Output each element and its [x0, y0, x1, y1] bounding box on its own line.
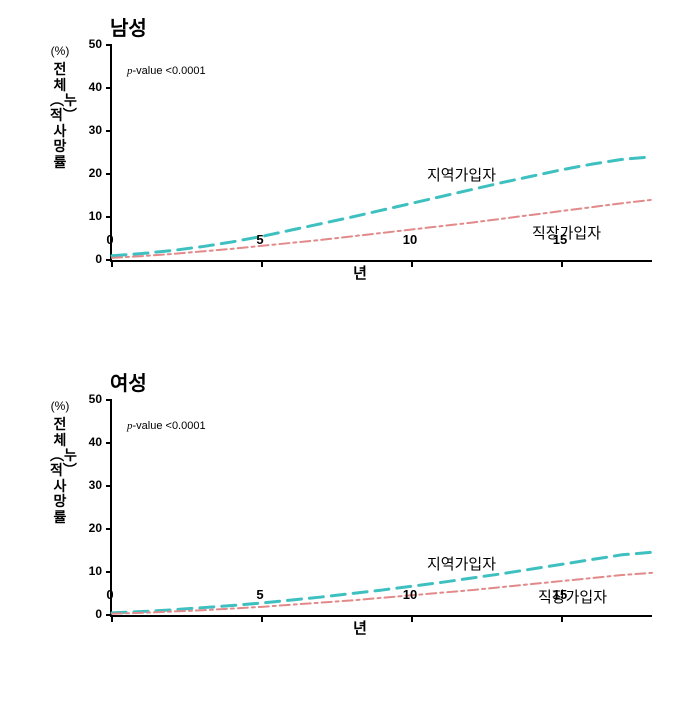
x-tick-label: 10 — [395, 587, 425, 602]
y-axis-label: (%) 전체︵누적︶사망률 — [50, 400, 70, 525]
series-line-regional — [112, 552, 652, 613]
chart-panel-male: 남성 (%) 전체︵누적︶사망률 p-value <0.0001 지역가입자직장… — [50, 10, 670, 320]
x-tick-mark — [411, 260, 413, 267]
chart-svg — [112, 45, 652, 260]
chart-title: 여성 — [110, 367, 147, 396]
x-tick-mark — [111, 260, 113, 267]
x-tick-mark — [561, 615, 563, 622]
x-tick-label: 0 — [95, 587, 125, 602]
x-tick-mark — [411, 615, 413, 622]
y-tick-label: 40 — [72, 80, 102, 94]
y-tick-label: 40 — [72, 435, 102, 449]
y-tick-label: 30 — [72, 123, 102, 137]
plot-area: p-value <0.0001 지역가입자직장가입자 — [110, 45, 652, 262]
chart-title: 남성 — [110, 12, 147, 41]
x-axis-label: 년 — [353, 617, 367, 638]
y-tick-label: 10 — [72, 564, 102, 578]
y-tick-label: 30 — [72, 478, 102, 492]
chart-svg — [112, 400, 652, 615]
x-tick-label: 5 — [245, 587, 275, 602]
y-tick-label: 50 — [72, 392, 102, 406]
y-axis-label: (%) 전체︵누적︶사망률 — [50, 45, 70, 170]
x-tick-mark — [561, 260, 563, 267]
x-tick-mark — [261, 260, 263, 267]
y-tick-label: 50 — [72, 37, 102, 51]
y-tick-label: 0 — [72, 252, 102, 266]
x-tick-label: 5 — [245, 232, 275, 247]
x-tick-label: 15 — [545, 587, 575, 602]
x-tick-mark — [261, 615, 263, 622]
y-tick-label: 20 — [72, 166, 102, 180]
chart-panel-female: 여성 (%) 전체︵누적︶사망률 p-value <0.0001 지역가입자직장… — [50, 365, 670, 675]
y-tick-label: 10 — [72, 209, 102, 223]
y-tick-label: 0 — [72, 607, 102, 621]
x-tick-label: 15 — [545, 232, 575, 247]
x-axis-label: 년 — [353, 262, 367, 283]
x-tick-label: 10 — [395, 232, 425, 247]
series-line-workplace — [112, 200, 652, 258]
plot-area: p-value <0.0001 지역가입자직장가입자 — [110, 400, 652, 617]
x-tick-label: 0 — [95, 232, 125, 247]
y-tick-label: 20 — [72, 521, 102, 535]
x-tick-mark — [111, 615, 113, 622]
